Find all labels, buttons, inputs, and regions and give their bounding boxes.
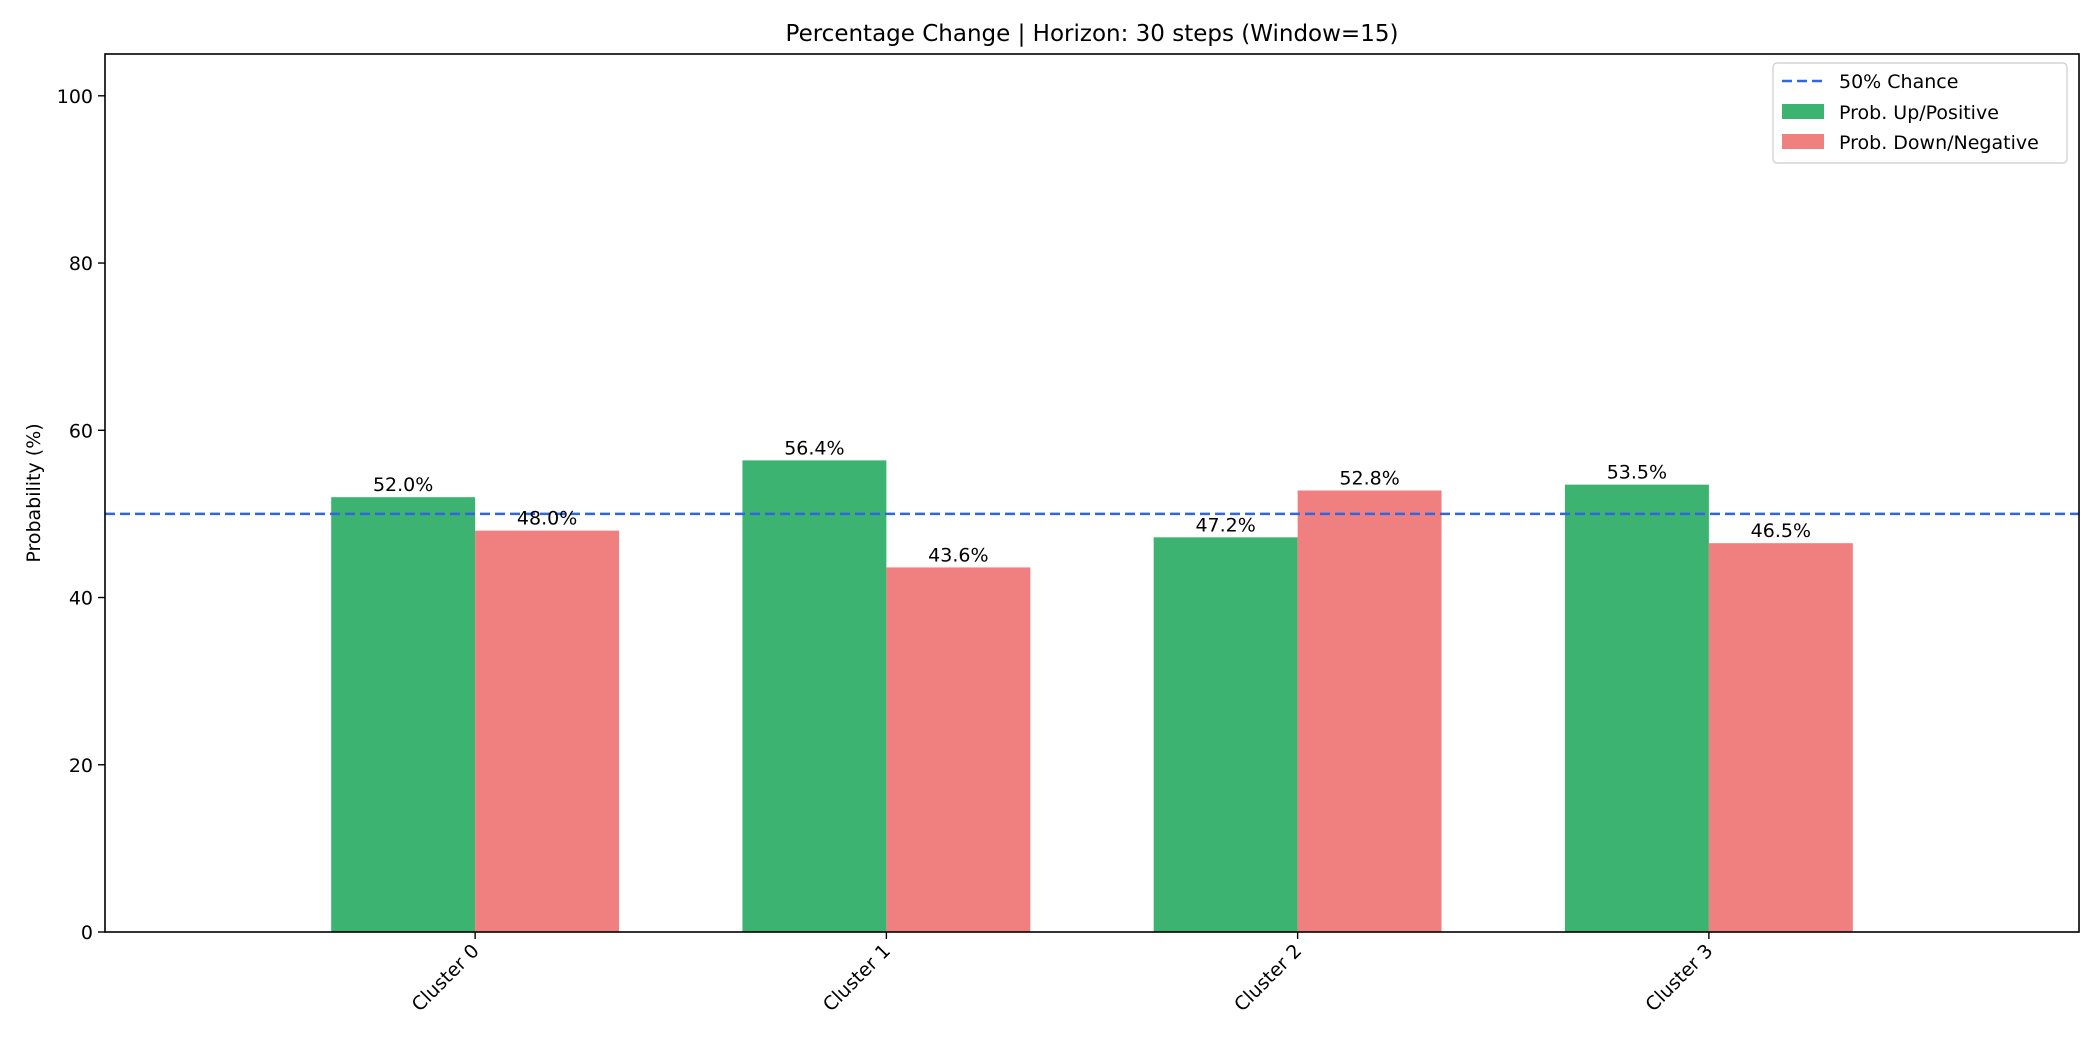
bar-value-label: 43.6% xyxy=(928,544,988,566)
y-tick-label: 80 xyxy=(69,253,93,275)
x-tick-label: Cluster 0 xyxy=(408,940,484,1016)
legend-label-reference: 50% Chance xyxy=(1839,71,1958,93)
bar-down-cluster-3 xyxy=(1708,543,1853,932)
bar-up-cluster-0 xyxy=(331,497,476,932)
plot-frame xyxy=(104,53,2080,933)
legend-label-up: Prob. Up/Positive xyxy=(1839,102,1999,124)
legend: 50% Chance Prob. Up/Positive Prob. Down/Ne… xyxy=(1772,62,2068,164)
y-tick-label: 100 xyxy=(57,86,93,108)
bar-value-label: 56.4% xyxy=(784,437,844,459)
bar-down-cluster-2 xyxy=(1297,490,1442,932)
legend-swatch-down xyxy=(1782,134,1824,149)
y-axis: 0 20 40 60 80 100 xyxy=(57,86,105,944)
y-axis-label: Probability (%) xyxy=(23,423,45,562)
legend-swatch-up xyxy=(1782,104,1824,119)
bar-down-cluster-1 xyxy=(886,567,1031,932)
x-axis: Cluster 0 Cluster 1 Cluster 2 Cluster 3 xyxy=(408,932,1717,1016)
bar-value-label: 52.0% xyxy=(373,474,433,496)
bar-labels-group: 52.0% 56.4% 47.2% 53.5% 48.0% 43.6% 52.8% 46.5% xyxy=(373,437,1811,566)
y-tick-label: 20 xyxy=(69,755,93,777)
bar-up-cluster-2 xyxy=(1153,537,1298,932)
bar-down-cluster-0 xyxy=(475,530,620,932)
chart-title: Percentage Change | Horizon: 30 steps (W… xyxy=(786,21,1399,47)
legend-label-down: Prob. Down/Negative xyxy=(1839,132,2039,154)
bar-up-cluster-3 xyxy=(1564,484,1709,932)
bar-value-label: 52.8% xyxy=(1339,467,1399,489)
y-tick-label: 40 xyxy=(69,588,93,610)
bar-value-label: 48.0% xyxy=(517,508,577,530)
bar-value-label: 46.5% xyxy=(1751,520,1811,542)
bar-value-label: 53.5% xyxy=(1607,462,1667,484)
x-tick-label: Cluster 2 xyxy=(1230,940,1306,1016)
bars-group xyxy=(331,460,1853,932)
y-tick-label: 0 xyxy=(81,922,93,944)
bar-value-label: 47.2% xyxy=(1195,514,1255,536)
legend-box xyxy=(1772,62,2068,164)
bar-up-cluster-1 xyxy=(742,460,887,932)
x-tick-label: Cluster 1 xyxy=(819,940,895,1016)
y-tick-label: 60 xyxy=(69,420,93,442)
x-tick-label: Cluster 3 xyxy=(1641,940,1717,1016)
